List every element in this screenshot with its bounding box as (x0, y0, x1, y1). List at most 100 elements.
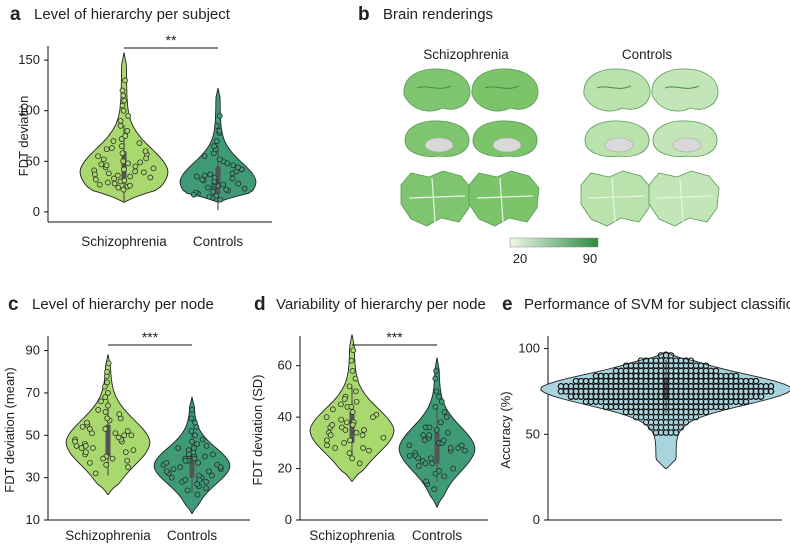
data-point (217, 196, 224, 203)
panel-c-title: Level of hierarchy per node (32, 296, 214, 313)
data-point (120, 92, 127, 99)
y-tick-label: 0 (33, 204, 40, 219)
data-point (229, 175, 236, 182)
data-point (105, 360, 112, 367)
y-tick-label: 50 (526, 426, 540, 441)
data-point (447, 445, 454, 451)
data-point (214, 123, 220, 129)
data-point (441, 409, 448, 415)
data-point (201, 172, 208, 179)
data-point (210, 188, 216, 195)
y-tick-label: 100 (518, 341, 540, 356)
data-point (98, 398, 104, 405)
data-point (767, 383, 775, 390)
data-point (132, 168, 138, 175)
y-tick-label: 40 (278, 409, 292, 424)
data-point (437, 419, 444, 426)
data-point (136, 140, 143, 146)
data-point (702, 408, 710, 416)
brain-lateral-view (651, 68, 719, 112)
data-point (752, 377, 760, 385)
data-point (140, 169, 147, 176)
data-point (338, 416, 345, 423)
data-point (95, 407, 102, 413)
data-point (91, 171, 98, 178)
data-point (217, 464, 224, 470)
data-point (431, 486, 438, 492)
data-point (438, 398, 445, 405)
data-point (98, 161, 105, 168)
data-point (112, 430, 119, 437)
panel-a-label: a (10, 4, 21, 25)
data-point (122, 77, 128, 84)
data-point (350, 347, 357, 354)
data-point (103, 146, 110, 153)
category-label: Controls (193, 234, 244, 249)
data-point (87, 459, 93, 466)
y-tick-label: 100 (18, 103, 40, 118)
data-point (78, 445, 85, 451)
data-point (353, 398, 360, 405)
data-point (206, 468, 212, 475)
data-point (420, 432, 427, 438)
data-point (188, 428, 195, 434)
data-point (119, 102, 126, 109)
brain-lateral-view (471, 68, 539, 112)
data-point (102, 426, 109, 432)
colorbar-max-label: 90 (583, 251, 597, 266)
data-point (732, 372, 740, 380)
data-point (196, 476, 203, 483)
data-point (132, 163, 139, 170)
data-point (118, 143, 125, 149)
panel-e-header: e Performance of SVM for subject classif… (502, 294, 790, 315)
data-point (86, 426, 93, 432)
data-point (111, 175, 117, 182)
data-point (216, 128, 223, 134)
data-point (203, 485, 209, 492)
data-point (433, 427, 440, 433)
data-point (127, 182, 133, 189)
data-point (186, 451, 192, 458)
data-point (120, 186, 127, 193)
data-point (118, 136, 125, 142)
y-tick-label: 70 (26, 385, 40, 400)
brain-grid (400, 68, 720, 227)
brain-flat-map (648, 170, 720, 227)
data-point (192, 432, 198, 439)
data-point (422, 460, 429, 467)
category-label: Schizophrenia (81, 234, 167, 249)
data-point (194, 440, 200, 447)
category-label: Controls (167, 528, 218, 543)
data-point (127, 173, 134, 180)
data-point (170, 466, 177, 473)
data-point (199, 436, 206, 443)
data-point (346, 383, 353, 390)
data-point (213, 138, 220, 144)
data-point (428, 455, 434, 462)
data-point (163, 459, 170, 466)
data-point (111, 180, 118, 187)
category-label: Schizophrenia (309, 528, 395, 543)
brain-sulcus (664, 85, 700, 89)
data-point (150, 165, 157, 172)
panel-a-header: a Level of hierarchy per subject (10, 4, 231, 25)
data-point (223, 186, 230, 193)
data-point (324, 442, 330, 449)
data-point (130, 447, 137, 453)
data-point (360, 445, 366, 451)
y-axis-label: Accuracy (%) (498, 391, 513, 468)
data-point (199, 176, 206, 183)
data-point (324, 437, 330, 444)
data-point (117, 117, 124, 124)
data-point (184, 487, 191, 494)
data-point (429, 460, 436, 467)
brain-flat-map (580, 170, 652, 227)
data-point (83, 449, 89, 456)
panel-b-title: Brain renderings (383, 6, 493, 23)
data-point (235, 180, 242, 187)
data-point (338, 401, 344, 408)
brain-flat-map (468, 170, 540, 227)
data-point (349, 409, 356, 415)
data-point (124, 457, 131, 464)
panel-e-label: e (502, 294, 513, 315)
